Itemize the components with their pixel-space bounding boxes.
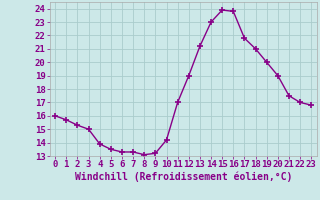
X-axis label: Windchill (Refroidissement éolien,°C): Windchill (Refroidissement éolien,°C) (75, 172, 292, 182)
